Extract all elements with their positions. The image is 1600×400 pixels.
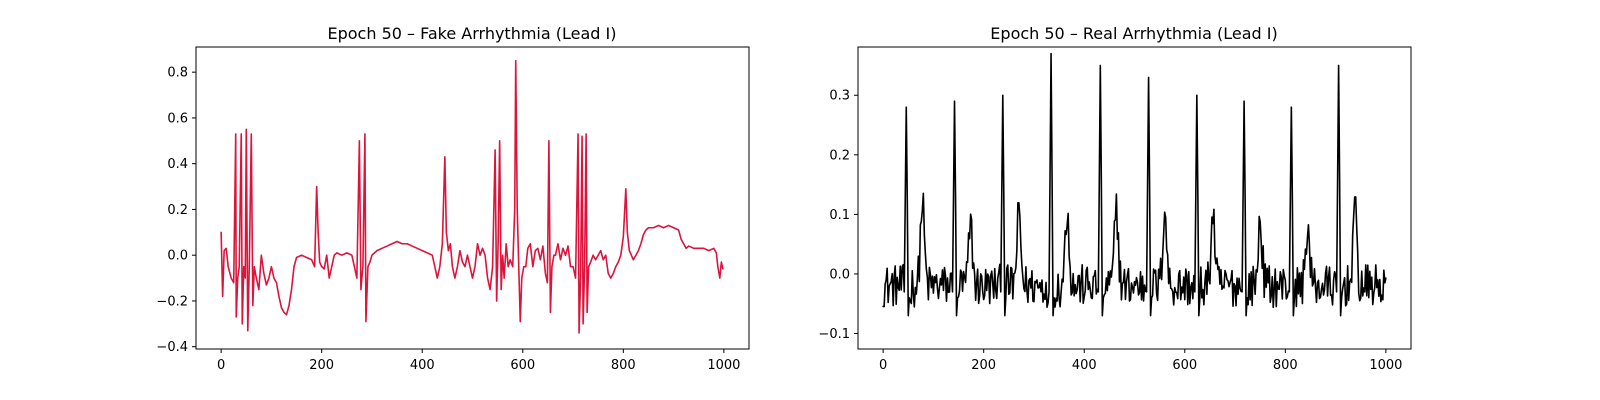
y-tick-label: 0.4 xyxy=(167,157,188,172)
y-tick-label: 0.6 xyxy=(167,111,188,126)
x-tick-label: 1000 xyxy=(707,358,740,373)
y-tick-label: −0.4 xyxy=(156,340,188,355)
x-tick-label: 600 xyxy=(510,358,535,373)
x-tick-label: 800 xyxy=(611,358,636,373)
y-tick-label: 0.1 xyxy=(829,208,850,223)
x-tick-label: 1000 xyxy=(1369,358,1402,373)
y-tick-label: −0.1 xyxy=(818,327,850,342)
chart-title: Epoch 50 – Real Arrhythmia (Lead I) xyxy=(990,24,1277,43)
series-line-0 xyxy=(220,59,724,334)
fake-arrhythmia-chart: Epoch 50 – Fake Arrhythmia (Lead I) 0 200… xyxy=(156,24,750,373)
x-tick-label: 400 xyxy=(410,358,435,373)
series-line-0 xyxy=(882,52,1387,317)
real-arrhythmia-chart: Epoch 50 – Real Arrhythmia (Lead I) 0 200… xyxy=(818,24,1412,373)
x-tick-label: 800 xyxy=(1273,358,1298,373)
y-tick-label: 0.0 xyxy=(829,267,850,282)
y-tick-label: 0.0 xyxy=(167,249,188,264)
x-tick-label: 0 xyxy=(879,358,887,373)
x-tick-label: 600 xyxy=(1172,358,1197,373)
x-tick-label: 0 xyxy=(217,358,225,373)
x-tick-label: 200 xyxy=(971,358,996,373)
chart-title: Epoch 50 – Fake Arrhythmia (Lead I) xyxy=(328,24,617,43)
y-tick-label: 0.8 xyxy=(167,66,188,81)
axes-frame xyxy=(195,46,750,350)
y-tick-label: −0.2 xyxy=(156,294,188,309)
axis-ticks: 0 200 400 600 800 1000 −0.1 0.0 0.1 0.2 0.3 xyxy=(818,89,1402,373)
axis-ticks: 0 200 400 600 800 1000 −0.4 −0.2 0.0 0.2 0.4 0.6 0.8 xyxy=(156,66,740,373)
axes-frame xyxy=(857,46,1412,350)
y-tick-label: 0.2 xyxy=(167,203,188,218)
plot-area xyxy=(220,59,724,334)
y-tick-label: 0.2 xyxy=(829,148,850,163)
plot-area xyxy=(882,52,1387,317)
x-tick-label: 400 xyxy=(1072,358,1097,373)
x-tick-label: 200 xyxy=(309,358,334,373)
y-tick-label: 0.3 xyxy=(829,89,850,104)
